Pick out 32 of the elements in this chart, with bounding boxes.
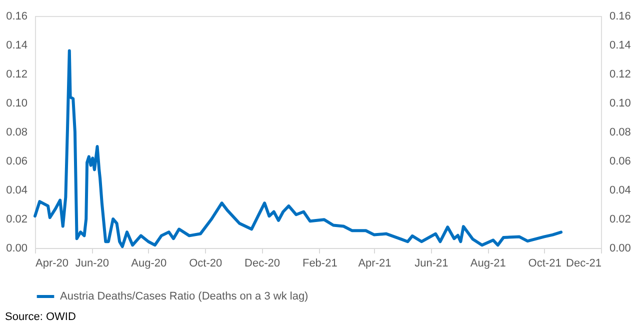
x-tick-label: Apr-21 <box>358 258 392 270</box>
y-tick-label: 0.06 <box>6 156 28 168</box>
y-tick-label: 0.08 <box>6 126 28 138</box>
y2-tick-label: 0.04 <box>610 184 631 196</box>
x-tick-label: Aug-21 <box>470 258 506 270</box>
x-tick-label: Dec-20 <box>244 258 280 270</box>
legend-label: Austria Deaths/Cases Ratio (Deaths on a 3 wk lag) <box>60 290 308 302</box>
source-note: Source: OWID <box>5 311 76 323</box>
y2-tick-label: 0.10 <box>610 98 631 110</box>
x-tick-label: Oct-20 <box>189 258 222 270</box>
x-tick-label: Oct-21 <box>528 258 562 270</box>
y2-tick-label: 0.12 <box>610 68 631 80</box>
x-tick-label: Apr-20 <box>36 258 69 270</box>
y-tick-label: 0.12 <box>6 68 28 80</box>
y2-tick-label: 0.06 <box>610 156 631 168</box>
x-tick-label: Aug-20 <box>131 258 167 270</box>
y-tick-label: 0.16 <box>6 10 28 22</box>
y2-tick-label: 0.08 <box>610 126 631 138</box>
x-tick-label: Jun-20 <box>75 258 110 270</box>
y2-tick-label: 0.16 <box>610 10 631 22</box>
x-tick-label: Feb-21 <box>302 258 338 270</box>
y-tick-label: 0.02 <box>6 214 28 226</box>
y2-tick-label: 0.00 <box>610 242 631 254</box>
y2-tick-label: 0.02 <box>610 214 631 226</box>
x-tick-label: Dec-21 <box>566 258 602 270</box>
y-tick-label: 0.04 <box>6 184 28 196</box>
x-tick-label: Jun-21 <box>414 258 448 270</box>
y-tick-label: 0.00 <box>6 242 28 254</box>
line-series <box>34 49 563 248</box>
y2-tick-label: 0.14 <box>610 40 631 52</box>
y-tick-label: 0.14 <box>6 40 28 52</box>
y-tick-label: 0.10 <box>6 98 28 110</box>
